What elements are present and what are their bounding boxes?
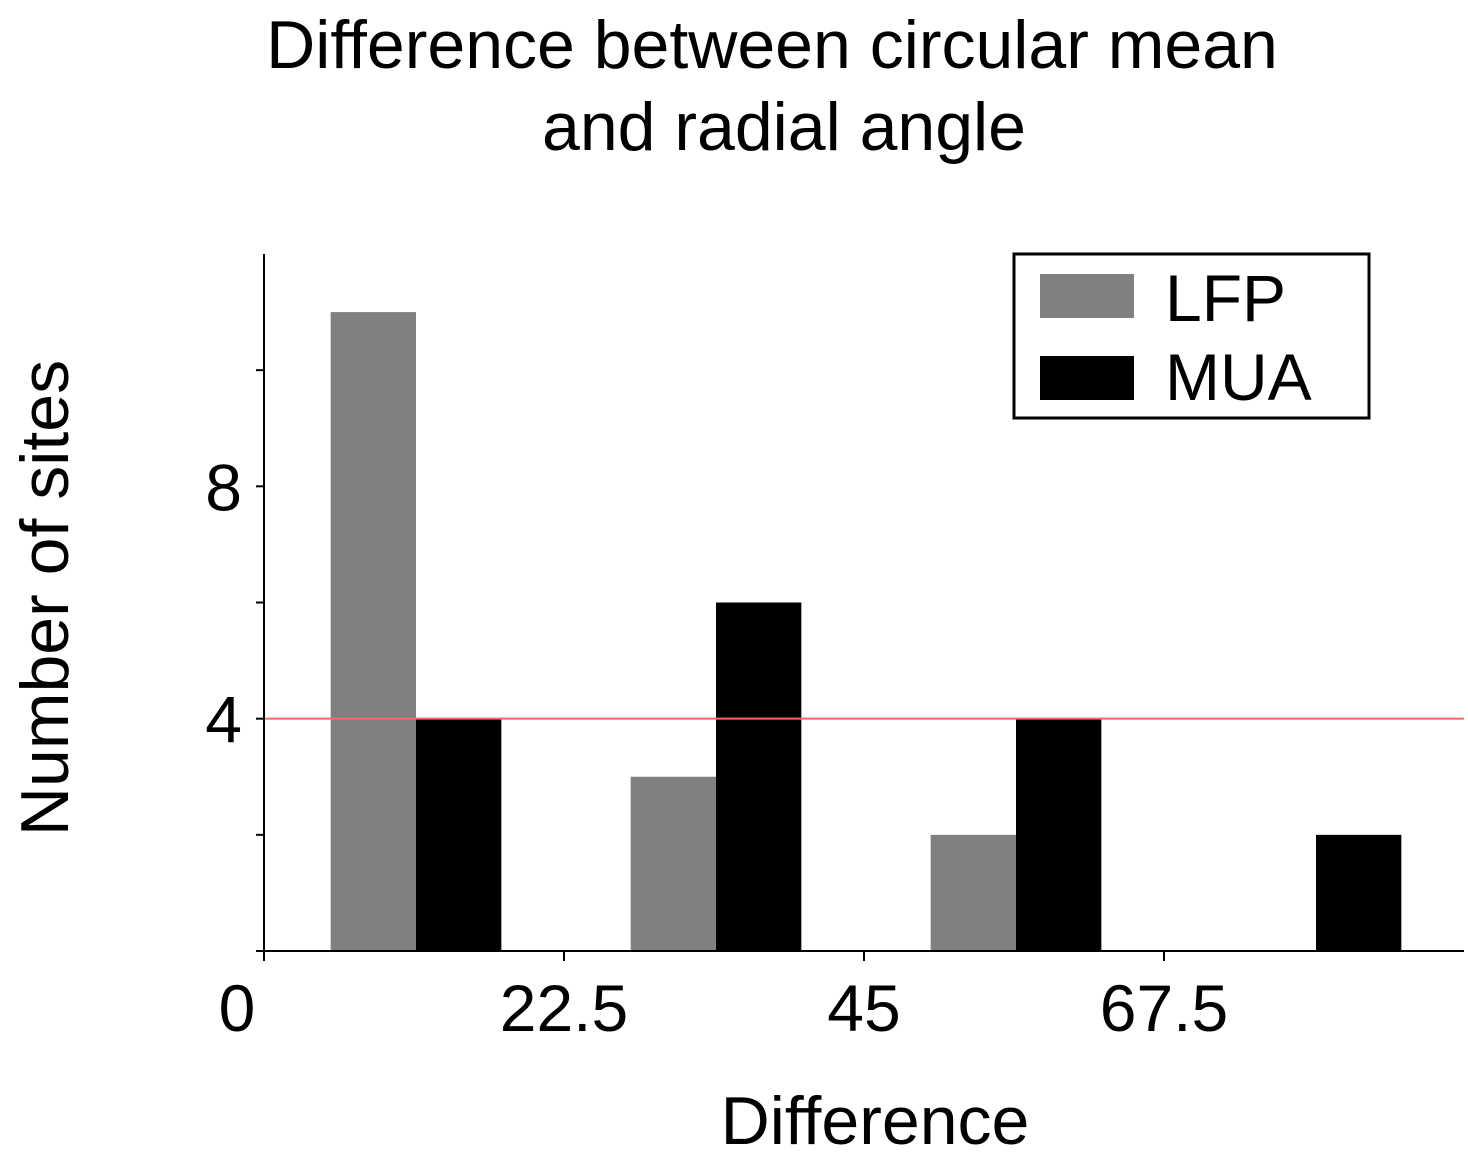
bar-mua-1 [716, 602, 802, 951]
legend-label-lfp: LFP [1165, 261, 1286, 335]
x-tick-label-1: 22.5 [500, 971, 628, 1045]
legend-label-mua: MUA [1165, 340, 1312, 414]
x-tick-label-0: 0 [219, 971, 256, 1045]
bar-lfp-0 [330, 312, 416, 951]
chart-title-line-2: and radial angle [542, 89, 1026, 165]
y-tick-label-4: 4 [205, 683, 242, 757]
bars-group [330, 312, 1402, 951]
legend: LFP MUA [1012, 252, 1371, 420]
bar-lfp-2 [930, 834, 1016, 951]
x-tick-label-3: 67.5 [1100, 971, 1228, 1045]
chart-title-line-1: Difference between circular mean [266, 7, 1278, 83]
x-tick-label-2: 45 [827, 971, 900, 1045]
legend-swatch-lfp [1040, 274, 1134, 318]
bar-lfp-1 [630, 776, 716, 951]
bar-mua-3 [1316, 834, 1402, 951]
bar-mua-0 [416, 718, 502, 951]
axes-group: 4 8 0 22.5 45 67.5 [205, 254, 1464, 1045]
y-axis-label: Number of sites [7, 360, 83, 836]
bar-mua-2 [1016, 718, 1102, 951]
legend-swatch-mua [1040, 356, 1134, 400]
y-tick-label-8: 8 [205, 450, 242, 524]
x-axis-label: Difference [721, 1083, 1030, 1159]
